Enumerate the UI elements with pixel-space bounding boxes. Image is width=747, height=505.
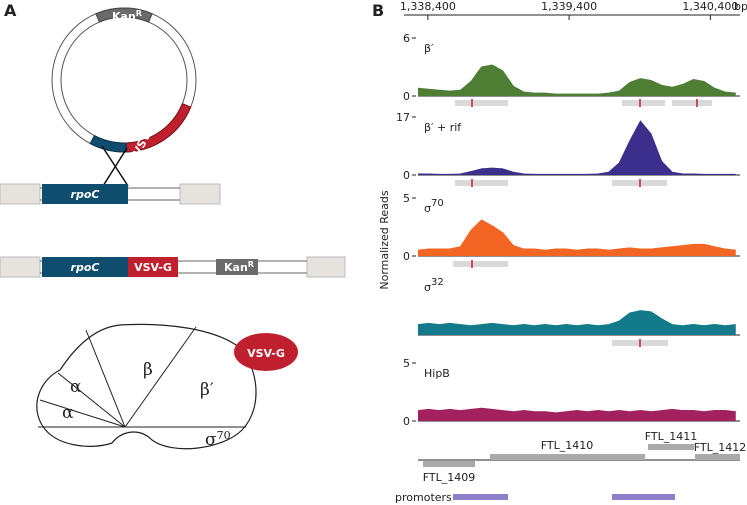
track-line	[418, 120, 736, 175]
track-name: HipB	[424, 367, 450, 380]
peak-region	[672, 100, 712, 106]
rpoc-gene	[42, 257, 128, 277]
gene-label: FTL_1411	[645, 430, 697, 443]
gene-label: FTL_1410	[541, 439, 593, 452]
track-area	[418, 310, 736, 335]
peak-region	[455, 180, 508, 186]
peak-region	[622, 100, 665, 106]
vsvg-tag	[234, 333, 298, 371]
track-name-text: β′ + rif	[424, 121, 462, 134]
rnap-outline	[36, 323, 257, 450]
y-tick-label: 0	[403, 90, 410, 103]
panel-label: B	[372, 1, 384, 20]
y-tick-label: 5	[403, 192, 410, 205]
promoter	[453, 494, 508, 500]
flank	[0, 256, 41, 278]
track-name-text: σ	[424, 281, 431, 294]
track-name-text: β′	[424, 42, 434, 55]
subunit-label: α	[70, 377, 82, 397]
kanr-segment	[95, 7, 153, 23]
subunit-label: σ70	[205, 429, 231, 450]
peak-summits	[471, 99, 698, 347]
track-name: β′ + rif	[424, 121, 462, 134]
gene-label: rpoC	[71, 261, 100, 274]
track-line	[417, 407, 736, 414]
y-tick-label: 0	[403, 415, 410, 428]
y-tick-label: 5	[403, 357, 410, 370]
subunit-border	[39, 399, 126, 428]
y-tick-label: 17	[396, 111, 410, 124]
track-line	[417, 310, 736, 327]
x-tick-label: 1,338,400	[400, 0, 456, 13]
subunit-label: β′	[200, 380, 214, 400]
track-name: σ70	[424, 198, 444, 215]
subunit-label: β	[143, 360, 153, 380]
promoters-label: promoters	[395, 491, 452, 504]
rpoc-segment	[89, 134, 128, 153]
flank	[306, 256, 346, 278]
kanr-label: KanR	[112, 9, 142, 23]
tag-label: VSV-G	[134, 261, 172, 274]
x-unit: bp	[734, 0, 747, 13]
gene	[423, 461, 475, 467]
flank	[0, 183, 41, 205]
track-area	[418, 121, 736, 175]
track-line	[417, 219, 736, 251]
track-area	[418, 65, 736, 96]
promoter	[612, 494, 675, 500]
track-name: σ32	[424, 277, 444, 294]
x-tick-label: 1,340,400	[682, 0, 738, 13]
y-tick-label: 0	[403, 250, 410, 263]
track-name-text: HipB	[424, 367, 450, 380]
peak-regions	[453, 100, 712, 346]
flank	[179, 183, 221, 205]
peak-region	[453, 261, 508, 267]
track-line	[417, 64, 736, 95]
subunit-border	[124, 326, 197, 428]
vsvg-tag	[128, 257, 178, 277]
kanr-gene	[216, 259, 258, 275]
crossover	[102, 147, 128, 187]
gene-label: FTL_1412	[694, 441, 746, 454]
subunit-label: α	[62, 403, 74, 423]
gene	[490, 454, 645, 460]
panel-label: A	[4, 1, 17, 20]
track-name: β′	[424, 42, 434, 55]
track-area	[418, 220, 736, 256]
track-name-sup: 32	[431, 277, 444, 288]
x-tick-label: 1,339,400	[541, 0, 597, 13]
gene-label: FTL_1409	[423, 471, 475, 484]
y-tick-label: 6	[403, 32, 410, 45]
gene	[648, 444, 694, 450]
track-name-sup: 70	[431, 198, 444, 209]
kanr-label: KanR	[224, 260, 254, 274]
y-tick-label: 0	[403, 169, 410, 182]
subunit-border	[57, 372, 126, 428]
gene	[695, 454, 740, 460]
rpoc-gene	[42, 184, 128, 204]
plasmid-inner	[60, 16, 188, 144]
track-name-text: σ	[424, 202, 431, 215]
peak-region	[455, 100, 508, 106]
subunit-border	[85, 329, 126, 428]
gene-label: rpoC	[71, 188, 100, 201]
y-axis-title: Normalized Reads	[378, 190, 391, 290]
tag-label: VSV-G	[247, 347, 285, 360]
